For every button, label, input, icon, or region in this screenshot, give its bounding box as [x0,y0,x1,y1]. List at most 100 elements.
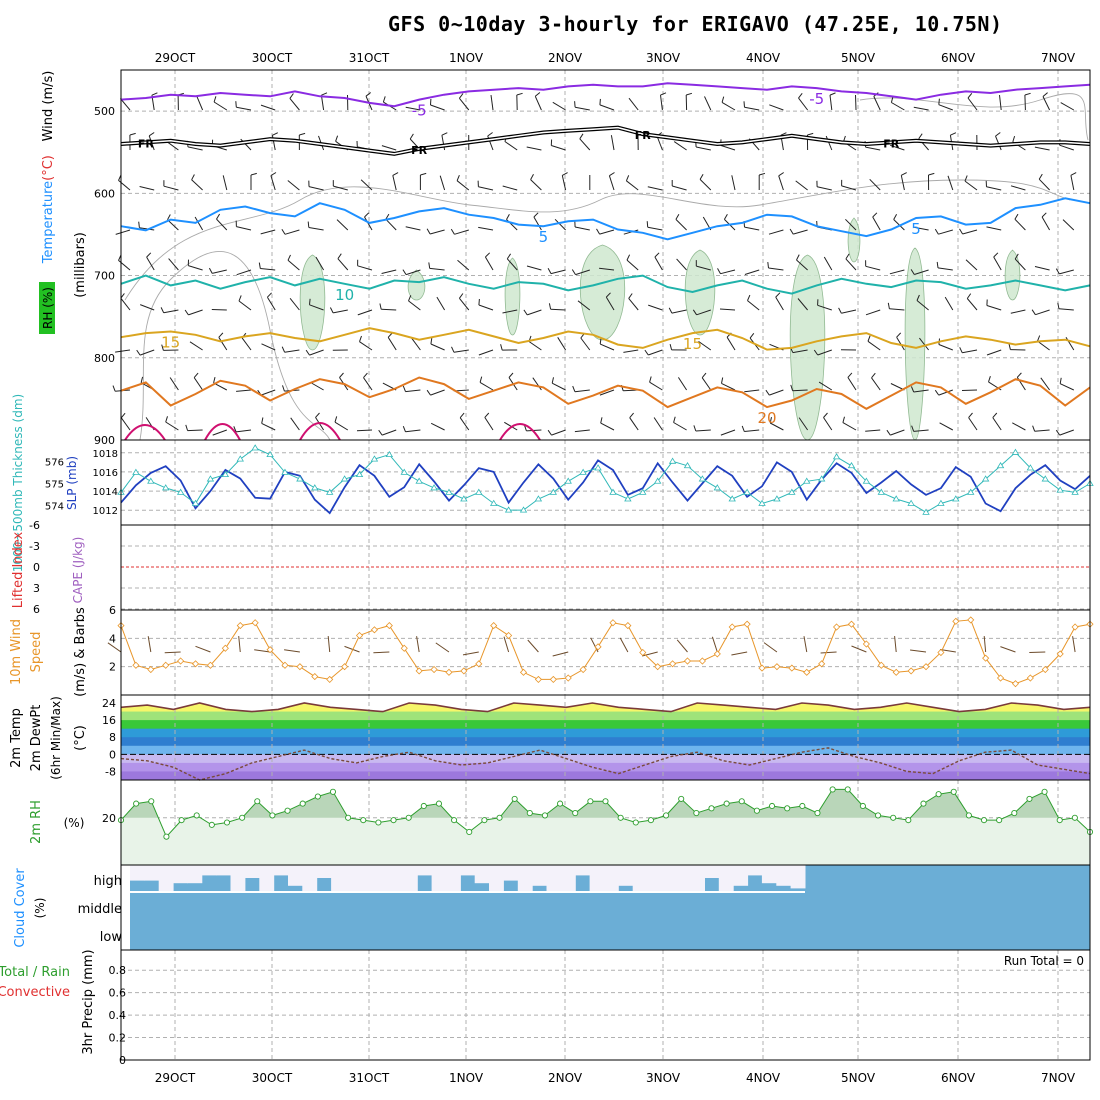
thickness-marker [773,495,781,502]
wind-barb [660,95,663,111]
cloud-high-gap [216,865,232,876]
wind-speed-marker [191,660,200,668]
wind-barb-flag [238,295,242,302]
surface-wind-barb [711,636,718,653]
surface-wind-barb [731,651,748,656]
wind-barb [675,219,687,231]
wind-barb-flag [402,385,406,392]
thickness-marker [251,444,259,451]
wind-speed-marker [281,661,289,669]
thickness-tick-label: 575 [45,480,64,491]
surface-wind-barb [238,636,241,653]
wind-barb-flag [408,295,412,302]
wind-barb-flag [272,132,279,136]
wind-barb-flag [185,424,189,431]
wind-barb [139,349,155,356]
wind-barb [385,218,397,231]
rh-2m-marker [420,802,427,810]
wind-barb [938,229,953,235]
wind-barb-flag [500,344,503,351]
wind-barb-flag [402,426,406,432]
wind-barb [287,259,300,271]
wind-barb [457,259,470,271]
wind-barb [320,95,325,111]
wind-barb-flag [426,228,431,235]
wind-barb-flag [669,343,673,351]
wind-barb-flag [138,221,140,228]
wind-barb [769,389,784,396]
wind-barb-flag [165,416,168,423]
wind-barb [913,429,929,432]
wind-barb-flag [409,133,414,140]
wind-speed-marker [982,654,990,662]
wind-barb-flag [359,335,362,342]
wind-barb [796,259,808,271]
cloud-high-gap [733,865,749,886]
wind-speed-marker [519,668,528,676]
wind-speed-marker [460,667,468,675]
wind-barb [504,421,518,431]
cloud-high-gap [603,865,619,891]
slp-tick-label: 1016 [93,468,118,479]
wind-barb [533,216,542,231]
wind-barb-flag [516,92,523,96]
cloud-high-gap [173,865,188,884]
dewpt2m-axis-label: 2m DewPt [29,705,44,772]
wind-barb [967,97,978,111]
wind-barb [842,422,857,431]
surface-wind-barb [894,636,897,653]
wind-barb-flag [574,101,576,108]
rh-shaded-region [299,254,326,351]
wind-barb [146,256,155,271]
wind-speed-marker [370,626,378,634]
wind-speed-marker [952,617,960,625]
wind-speed-marker [833,623,841,631]
wind10-unit-label: (m/s) & Barbs [73,607,88,697]
wind-barb [193,377,204,391]
wind-barb [939,422,954,431]
wind-barb [823,256,833,271]
wind-barb-flag [646,221,649,228]
bottom-date-label: 4NOV [746,1071,781,1085]
bottom-date-label: 6NOV [941,1071,976,1085]
isotherm-freezing-inner [120,126,1091,155]
cloud-high-gap [158,865,174,891]
isotherm-label: FR [883,137,900,150]
wind-barb [575,269,590,276]
thickness-marker [803,477,811,484]
wind-barb [260,104,276,111]
wind-speed-marker [862,640,870,648]
wind-barb [891,102,905,111]
wind-barb-flag [934,228,939,235]
wind-barb [817,349,832,356]
temp2m-axis-label: 2m Temp [9,708,24,768]
wind-barb [236,269,252,276]
thickness-marker [326,488,334,495]
wind-barb [1065,336,1075,351]
wind-barb [479,381,494,391]
wind-speed-marker [505,631,513,640]
wind-barb-flag [871,372,876,379]
thickness-marker [609,488,617,495]
wind-speed-marker [341,663,349,671]
wind-barb-flag [572,385,576,392]
isotherm-25 [299,422,341,441]
temp-band [121,728,1090,738]
isotherm-label: -5 [809,90,824,108]
thickness-marker [534,495,543,502]
temp-tick-label: -8 [105,765,116,778]
slp-tick-label: 1014 [93,487,118,498]
wind-barb-flag [430,338,433,345]
wind-barb [284,229,300,235]
wind-speed-marker [877,661,885,669]
wind-barb-flag [701,372,707,379]
wind-barb [986,305,1002,311]
lifted-index-panel: -6 -3 0 3 6 [29,519,1090,616]
thickness-marker [683,461,692,469]
wind-barb-flag [1014,213,1019,220]
wind-barb-flag [767,262,769,269]
wind-barb [623,349,639,353]
rh-2m-marker [405,814,412,821]
surface-wind-barb [590,637,599,653]
